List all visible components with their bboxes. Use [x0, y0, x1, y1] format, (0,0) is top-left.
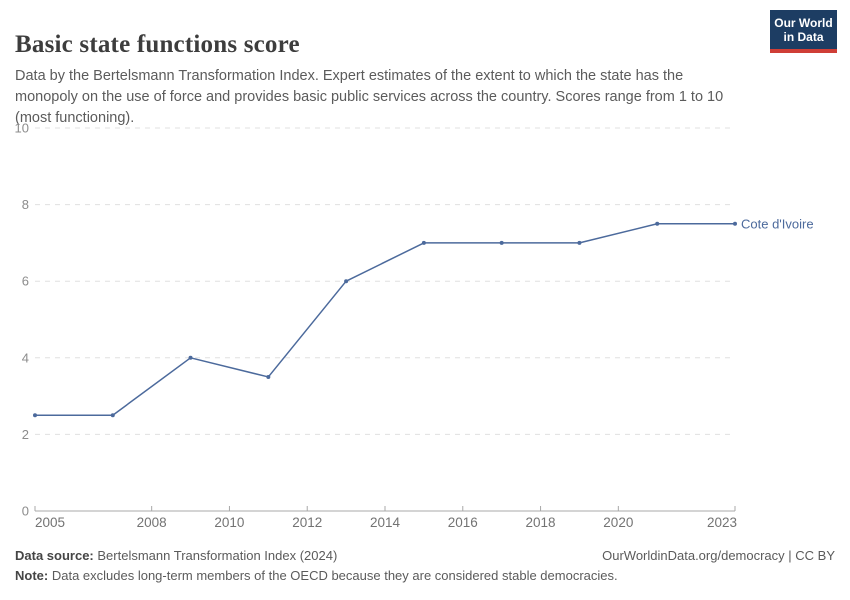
data-point-marker	[266, 374, 271, 379]
owid-logo-line2: in Data	[783, 30, 824, 44]
data-series[interactable]: Cote d'Ivoire	[33, 216, 814, 418]
page-title: Basic state functions score	[15, 30, 300, 58]
series-end-label[interactable]: Cote d'Ivoire	[741, 216, 814, 231]
x-axis-tick-label: 2016	[448, 515, 478, 530]
data-source-label: Data source:	[15, 548, 94, 563]
line-chart[interactable]: 0 2 4 6 8 10 2005 2008 2010 2012 2014 2016 2018 2020 2…	[0, 0, 850, 545]
chart-footer: Data source: Bertelsmann Transformation …	[15, 548, 835, 583]
owid-logo[interactable]: Our World in Data	[770, 10, 837, 53]
owid-logo-line1: Our World	[774, 16, 833, 30]
chart-subtitle: Data by the Bertelsmann Transformation I…	[15, 67, 724, 126]
x-axis-tick-label: 2010	[214, 515, 244, 530]
y-axis-tick-label: 8	[22, 197, 29, 212]
data-source-line: Data source: Bertelsmann Transformation …	[15, 548, 337, 563]
data-point-marker	[577, 240, 582, 245]
data-point-marker	[188, 355, 193, 360]
y-axis-tick-label: 10	[15, 121, 29, 136]
x-axis-tick-label: 2012	[292, 515, 322, 530]
series-line	[35, 223, 735, 416]
data-point-marker	[110, 413, 115, 418]
note-text: Data excludes long-term members of the O…	[51, 568, 618, 583]
x-axis-tick-label: 2023	[707, 515, 737, 530]
x-axis-tick-label: 2020	[603, 515, 633, 530]
y-axis-tick-label: 0	[22, 504, 29, 519]
note-line: Note: Data excludes long-term members of…	[15, 568, 835, 583]
data-point-marker	[344, 279, 349, 284]
note-label: Note:	[15, 568, 49, 583]
attribution-link[interactable]: OurWorldinData.org/democracy | CC BY	[602, 548, 835, 563]
data-point-marker	[733, 221, 737, 226]
data-point-marker	[499, 240, 504, 245]
y-axis-tick-label: 4	[22, 350, 29, 365]
data-source-text: Bertelsmann Transformation Index (2024)	[97, 548, 338, 563]
y-axis-tick-label: 2	[22, 427, 29, 442]
x-axis-tick-label: 2005	[35, 515, 65, 530]
data-point-marker	[421, 240, 426, 245]
data-point-marker	[655, 221, 660, 226]
data-point-marker	[33, 413, 37, 418]
y-axis-tick-label: 6	[22, 274, 29, 289]
x-axis-tick-label: 2008	[137, 515, 167, 530]
x-axis-tick-label: 2014	[370, 515, 401, 530]
x-axis-tick-label: 2018	[526, 515, 556, 530]
